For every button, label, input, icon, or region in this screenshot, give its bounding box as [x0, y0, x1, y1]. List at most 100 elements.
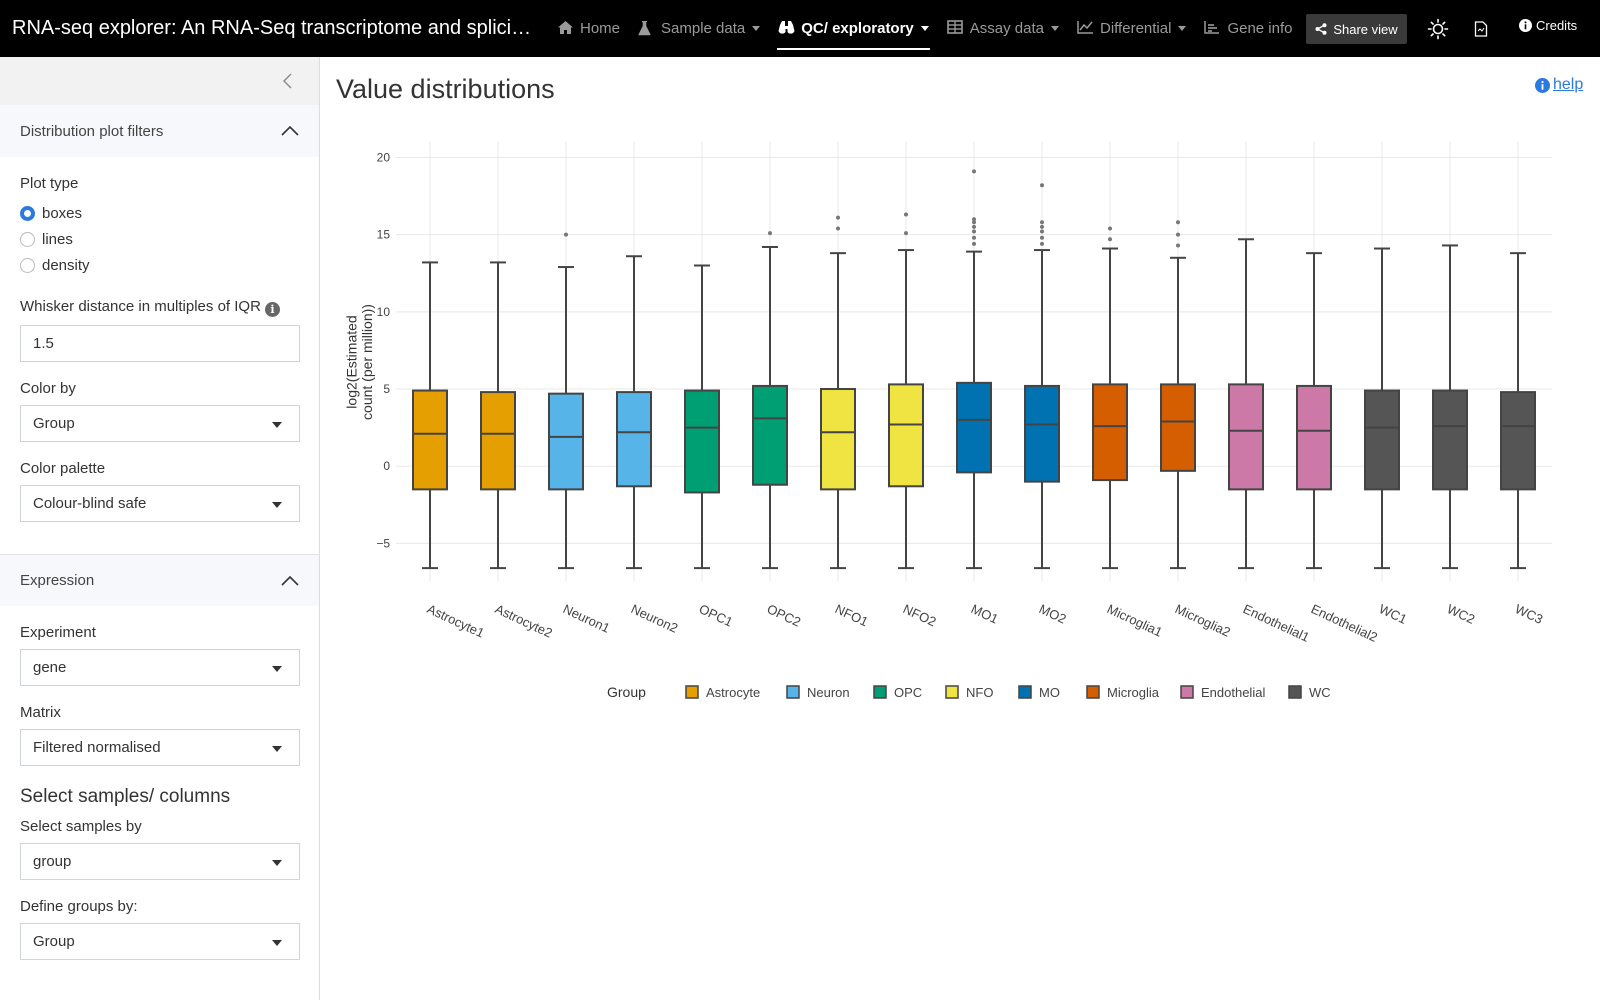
select-by-value: group: [33, 853, 72, 870]
outlier-point: [836, 215, 840, 220]
radio-density[interactable]: [20, 257, 35, 273]
distribution-filters-body: Plot type boxes lines density Whisker di…: [0, 175, 319, 554]
outlier-point: [972, 224, 976, 229]
legend-swatch-wc[interactable]: [1288, 685, 1302, 699]
outlier-point: [904, 212, 908, 217]
nav-menu: Home Sample data QC/ exploratory Assay data…: [548, 0, 1301, 57]
legend-swatch-neuron[interactable]: [786, 685, 800, 699]
x-tick-label: OPC1: [697, 601, 735, 630]
outlier-point: [1176, 243, 1180, 248]
color-palette-select[interactable]: Colour-blind safe: [20, 485, 300, 522]
legend-label[interactable]: NFO: [966, 685, 993, 700]
legend-label[interactable]: Neuron: [807, 685, 850, 700]
box-neuron1[interactable]: [548, 392, 584, 491]
box-endothelial2[interactable]: [1296, 384, 1332, 491]
help-link[interactable]: help: [1535, 76, 1583, 94]
legend-label[interactable]: MO: [1039, 685, 1060, 700]
caret-down-icon: [752, 26, 761, 31]
plot-type-option-density[interactable]: density: [20, 252, 299, 278]
whisker-input[interactable]: 1.5: [20, 325, 300, 362]
outlier-point: [972, 229, 976, 234]
plot-type-option-boxes[interactable]: boxes: [20, 200, 299, 226]
distribution-filters-title: Distribution plot filters: [20, 122, 164, 140]
box-microglia1[interactable]: [1092, 383, 1128, 482]
box-mo2[interactable]: [1024, 384, 1060, 483]
nav-item-qc-exploratory[interactable]: QC/ exploratory: [769, 0, 938, 57]
legend-label[interactable]: Endothelial: [1201, 685, 1265, 700]
define-groups-value: Group: [33, 933, 75, 950]
select-by-select[interactable]: group: [20, 843, 300, 880]
nav-item-gene-info[interactable]: Gene info: [1195, 0, 1301, 57]
legend-label[interactable]: OPC: [894, 685, 922, 700]
box-endothelial1[interactable]: [1228, 383, 1264, 491]
matrix-select[interactable]: Filtered normalised: [20, 729, 300, 766]
nav-item-assay-data[interactable]: Assay data: [938, 0, 1068, 57]
theme-toggle-button[interactable]: [1426, 17, 1450, 41]
legend-label[interactable]: Astrocyte: [706, 685, 760, 700]
box-nfo1[interactable]: [820, 388, 856, 491]
expression-body: Experiment gene Matrix Filtered normalis…: [0, 624, 319, 960]
credits-button[interactable]: Credits: [1519, 18, 1577, 33]
select-by-label: Select samples by: [20, 818, 142, 835]
experiment-select[interactable]: gene: [20, 649, 300, 686]
x-tick-label: Microglia1: [1105, 601, 1165, 640]
box-mo1[interactable]: [956, 381, 992, 474]
outlier-point: [1040, 183, 1044, 188]
value-distribution-chart: −5 0 5 10 15 20 log2(Estimatedcount (per milli…: [344, 142, 1552, 700]
app-title[interactable]: RNA-seq explorer: An RNA-Seq transcripto…: [12, 17, 540, 39]
info-icon: [1519, 19, 1532, 32]
box-microglia2[interactable]: [1160, 383, 1196, 472]
box-wc3[interactable]: [1500, 391, 1536, 491]
legend-label[interactable]: Microglia: [1107, 685, 1160, 700]
info-icon[interactable]: i: [264, 302, 280, 317]
radio-boxes[interactable]: [20, 205, 35, 221]
share-view-button[interactable]: Share view: [1306, 14, 1407, 44]
x-tick-label: WC2: [1445, 601, 1478, 627]
expression-header[interactable]: Expression: [0, 554, 319, 606]
nav-item-home[interactable]: Home: [548, 0, 629, 57]
color-palette-value: Colour-blind safe: [33, 495, 147, 512]
outlier-point: [1176, 220, 1180, 225]
box-neuron2[interactable]: [616, 391, 652, 488]
sidebar: Distribution plot filters Plot type boxe…: [0, 57, 320, 1000]
box-astrocyte1[interactable]: [412, 389, 448, 491]
bar-chart-icon: [1204, 20, 1222, 38]
matrix-value: Filtered normalised: [33, 739, 161, 756]
select-samples-title: Select samples/ columns: [20, 786, 231, 807]
nav-item-sample-data[interactable]: Sample data: [629, 0, 769, 57]
legend-swatch-mo[interactable]: [1018, 685, 1032, 699]
legend-swatch-endothelial[interactable]: [1180, 685, 1194, 699]
matrix-label: Matrix: [20, 704, 61, 721]
radio-lines[interactable]: [20, 231, 35, 247]
plot-type-option-lines[interactable]: lines: [20, 226, 299, 252]
line-chart-icon: [1077, 20, 1095, 38]
chevron-left-icon[interactable]: [281, 72, 295, 90]
nav-item-differential[interactable]: Differential: [1068, 0, 1195, 57]
box-wc1[interactable]: [1364, 389, 1400, 491]
distribution-filters-header[interactable]: Distribution plot filters: [0, 105, 319, 157]
outlier-point: [1040, 224, 1044, 229]
expression-title: Expression: [20, 572, 95, 589]
y-tick-label: −5: [376, 536, 390, 550]
chevron-up-icon[interactable]: [281, 125, 299, 137]
legend-swatch-astrocyte[interactable]: [685, 685, 699, 699]
color-by-select[interactable]: Group: [20, 405, 300, 442]
x-tick-label: Neuron1: [561, 601, 613, 636]
report-button[interactable]: [1469, 17, 1493, 41]
main-panel: Value distributions help −5 0 5 10 15 20 log2(…: [320, 57, 1600, 1000]
chevron-up-icon[interactable]: [281, 575, 299, 587]
legend-swatch-nfo[interactable]: [945, 685, 959, 699]
box-opc1[interactable]: [684, 389, 720, 494]
legend-label[interactable]: WC: [1309, 685, 1331, 700]
box-opc2[interactable]: [752, 384, 788, 486]
box-wc2[interactable]: [1432, 389, 1468, 491]
box-nfo2[interactable]: [888, 383, 924, 488]
legend-swatch-microglia[interactable]: [1086, 685, 1100, 699]
caret-down-icon: [1178, 26, 1187, 31]
y-tick-label: 20: [377, 150, 391, 164]
box-astrocyte2[interactable]: [480, 391, 516, 491]
binoculars-icon: [778, 20, 796, 38]
legend-swatch-opc[interactable]: [873, 685, 887, 699]
outlier-point: [972, 169, 976, 174]
define-groups-select[interactable]: Group: [20, 923, 300, 960]
